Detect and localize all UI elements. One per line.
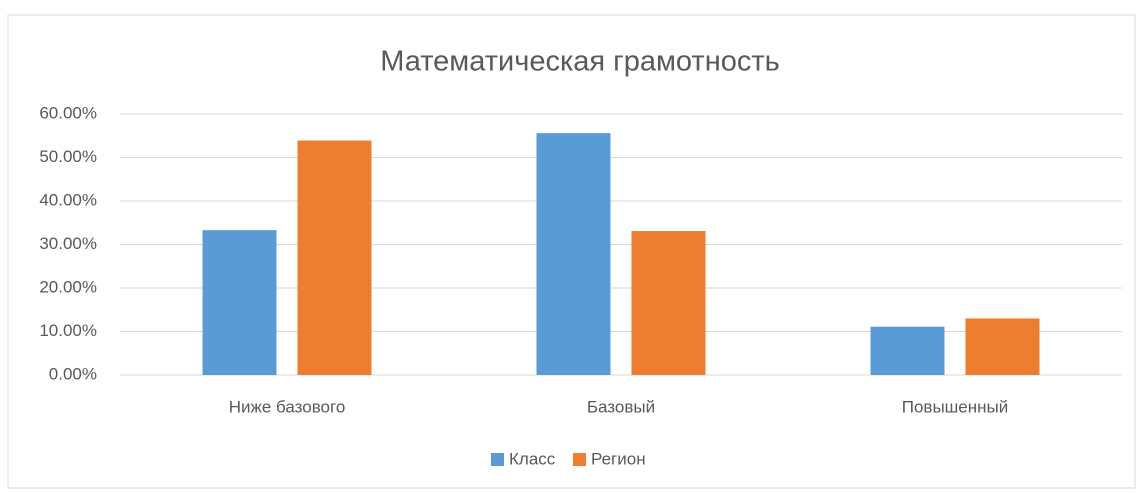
y-tick-label: 50.00% [39, 147, 97, 166]
bar [631, 231, 706, 375]
bar [965, 318, 1040, 375]
legend-label: Класс [509, 449, 556, 468]
legend-label: Регион [591, 449, 646, 468]
bar [870, 326, 945, 375]
y-tick-label: 0.00% [49, 364, 97, 383]
bar [536, 133, 611, 375]
legend-swatch [491, 453, 504, 466]
bar [202, 230, 277, 375]
chart-title: Математическая грамотность [380, 46, 780, 78]
bar [297, 140, 372, 375]
y-tick-label: 40.00% [39, 190, 97, 209]
y-tick-label: 10.00% [39, 321, 97, 340]
y-tick-label: 20.00% [39, 277, 97, 296]
x-tick-label: Базовый [587, 397, 655, 416]
y-tick-label: 60.00% [39, 103, 97, 122]
x-tick-label: Повышенный [902, 397, 1009, 416]
legend-swatch [573, 453, 586, 466]
x-tick-label: Ниже базового [229, 397, 346, 416]
y-tick-label: 30.00% [39, 234, 97, 253]
